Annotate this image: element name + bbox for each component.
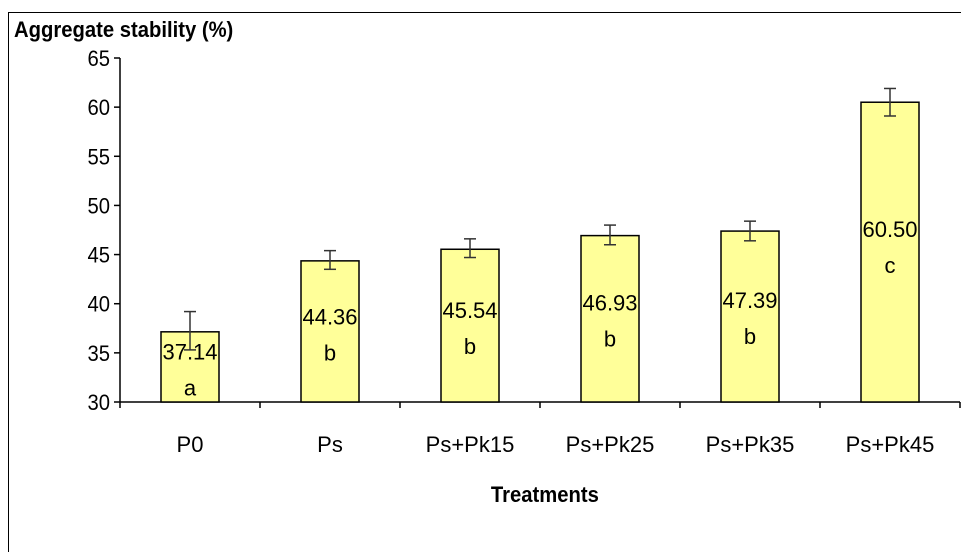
data-label: 46.93: [582, 290, 637, 315]
x-tick-label: Ps+Pk45: [846, 432, 935, 457]
chart-title: Aggregate stability (%): [14, 17, 234, 42]
x-tick-label: P0: [177, 432, 204, 457]
significance-letter: c: [885, 253, 896, 278]
data-label: 37.14: [162, 340, 217, 365]
bar: [300, 260, 360, 403]
data-label: 45.54: [442, 298, 497, 323]
significance-letter: b: [464, 334, 476, 359]
significance-letter: b: [744, 324, 756, 349]
x-tick-label: Ps+Pk25: [566, 432, 655, 457]
data-label: 47.39: [722, 288, 777, 313]
x-axis-title: Treatments: [490, 482, 599, 507]
x-tick-label: Ps+Pk15: [426, 432, 515, 457]
significance-letter: a: [184, 376, 197, 401]
bar: [720, 230, 780, 403]
y-tick-label: 65: [87, 47, 110, 71]
x-tick-label: Ps+Pk35: [706, 432, 795, 457]
y-tick-label: 30: [87, 391, 110, 415]
data-label: 60.50: [862, 217, 917, 242]
bar: [440, 248, 500, 403]
significance-letter: b: [324, 340, 336, 365]
y-tick-label: 55: [87, 146, 110, 170]
chart-frame: [8, 12, 961, 552]
bar: [580, 234, 640, 403]
bar: [860, 101, 920, 403]
y-tick-label: 40: [87, 293, 110, 317]
data-label: 44.36: [302, 304, 357, 329]
y-tick-label: 35: [87, 342, 110, 366]
y-tick-label: 60: [87, 96, 110, 120]
y-tick-label: 45: [87, 244, 110, 268]
y-tick-label: 50: [87, 195, 110, 219]
x-tick-label: Ps: [317, 432, 343, 457]
significance-letter: b: [604, 326, 616, 351]
